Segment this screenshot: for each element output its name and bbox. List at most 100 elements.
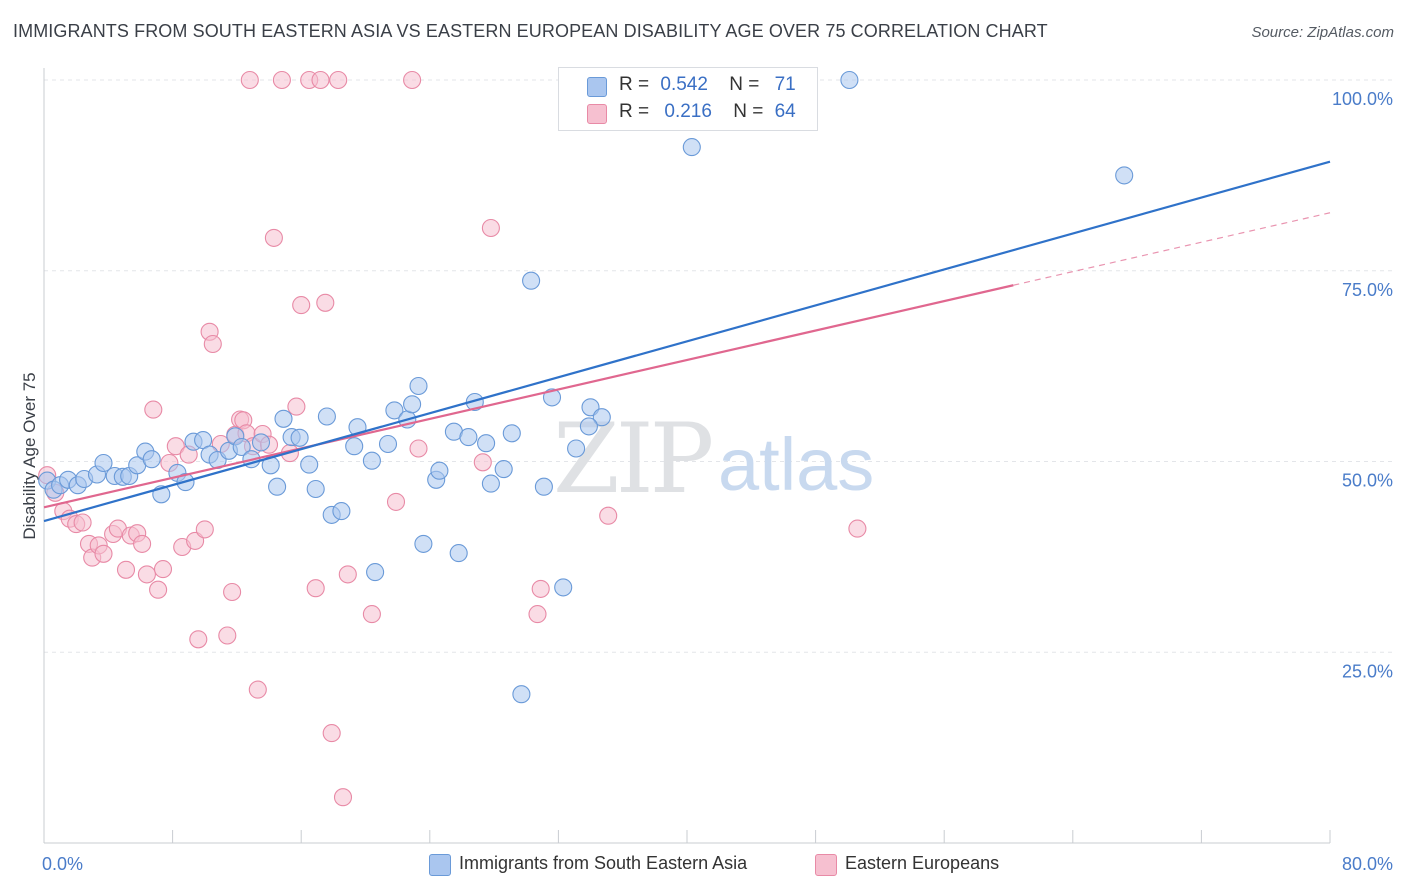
- data-point: [316, 293, 335, 312]
- data-point: [274, 409, 293, 428]
- data-point: [338, 565, 357, 584]
- y-tick-label: 50.0%: [1342, 471, 1393, 491]
- gridlines: [44, 79, 1395, 653]
- data-point: [189, 630, 208, 649]
- y-axis-label: Disability Age Over 75: [20, 372, 39, 539]
- n-label: N =: [733, 101, 764, 122]
- data-point: [534, 477, 553, 496]
- trend-lines: [43, 160, 1331, 523]
- data-point: [459, 428, 478, 447]
- trend-line-south-eastern-asia: [43, 160, 1331, 523]
- data-point: [362, 605, 381, 624]
- data-point: [473, 453, 492, 472]
- pink-swatch: [815, 854, 837, 876]
- data-point: [268, 477, 287, 496]
- watermark-atlas: atlas: [718, 423, 874, 506]
- blue-swatch: [429, 854, 451, 876]
- legend-series: Immigrants from South Eastern Asia Easte…: [0, 851, 1406, 879]
- n-label: N =: [729, 74, 760, 95]
- data-point: [366, 563, 385, 582]
- data-point: [682, 138, 701, 157]
- data-point: [329, 70, 348, 90]
- data-point: [403, 395, 422, 414]
- data-point: [409, 439, 428, 458]
- data-point: [251, 433, 271, 452]
- y-tick-label: 75.0%: [1342, 280, 1393, 300]
- data-point: [848, 519, 867, 538]
- data-point: [133, 534, 152, 553]
- data-point: [567, 439, 586, 458]
- data-point: [232, 437, 251, 457]
- data-point: [378, 434, 398, 454]
- data-point: [403, 70, 422, 90]
- data-point: [554, 578, 573, 597]
- trend-line-eastern-europeans-extension: [1013, 212, 1331, 286]
- data-point: [311, 70, 330, 90]
- watermark-zip: ZIP: [553, 403, 712, 515]
- data-point: [306, 579, 325, 598]
- data-point: [592, 408, 611, 427]
- data-point: [362, 451, 381, 470]
- y-tick-label: 100.0%: [1332, 89, 1393, 109]
- data-point: [94, 453, 113, 473]
- r-value: 0.216: [664, 101, 712, 122]
- data-point: [292, 296, 311, 315]
- data-point: [73, 513, 92, 532]
- data-point: [203, 334, 222, 354]
- data-point: [218, 626, 237, 645]
- n-value: 71: [774, 74, 796, 95]
- data-point: [94, 544, 113, 563]
- data-point: [287, 397, 306, 416]
- legend-label: Eastern Europeans: [845, 853, 1000, 873]
- data-point: [264, 228, 283, 247]
- trend-line-eastern-europeans: [43, 284, 1014, 509]
- data-point: [449, 544, 468, 563]
- pink-swatch: [587, 104, 607, 124]
- data-point: [840, 70, 859, 90]
- data-point: [322, 724, 341, 743]
- data-point: [306, 479, 325, 499]
- r-label: R =: [619, 74, 650, 95]
- axes: [43, 68, 1331, 844]
- data-point: [300, 455, 319, 474]
- data-point: [386, 492, 406, 511]
- data-point: [414, 534, 433, 553]
- data-point: [166, 437, 185, 456]
- data-point: [240, 70, 259, 90]
- data-point: [531, 579, 550, 598]
- data-point: [512, 685, 531, 704]
- data-point: [248, 680, 267, 699]
- data-point: [477, 434, 496, 453]
- n-value: 64: [774, 101, 796, 122]
- data-point: [542, 388, 562, 407]
- data-point: [149, 580, 168, 599]
- data-point: [317, 407, 336, 426]
- x-tick-label: 80.0%: [1342, 854, 1393, 874]
- data-point: [494, 460, 513, 479]
- data-point: [345, 437, 364, 456]
- x-tick-label: 0.0%: [42, 854, 83, 874]
- data-point: [599, 506, 618, 525]
- legend-label: Immigrants from South Eastern Asia: [459, 853, 748, 873]
- r-value: 0.542: [660, 74, 708, 95]
- data-point: [223, 582, 242, 602]
- data-point: [142, 450, 161, 469]
- data-point: [528, 605, 547, 624]
- tick-labels: 25.0% 50.0% 75.0% 100.0% 0.0% 80.0%: [42, 89, 1393, 874]
- data-point: [144, 400, 163, 419]
- data-point: [430, 461, 449, 480]
- r-label: R =: [619, 101, 650, 122]
- source-credit: Source: ZipAtlas.com: [1251, 24, 1394, 41]
- data-point: [195, 520, 214, 539]
- data-point: [153, 560, 173, 579]
- series-south-eastern-asia: [38, 70, 1134, 704]
- y-tick-label: 25.0%: [1342, 661, 1393, 681]
- legend-stats: R = 0.542 N = 71 R = 0.216 N = 64: [558, 67, 818, 131]
- data-point: [385, 401, 404, 420]
- data-point: [137, 565, 156, 584]
- watermark: ZIP atlas: [553, 403, 874, 515]
- data-point: [332, 502, 351, 521]
- data-point: [290, 428, 309, 447]
- data-point: [333, 788, 353, 807]
